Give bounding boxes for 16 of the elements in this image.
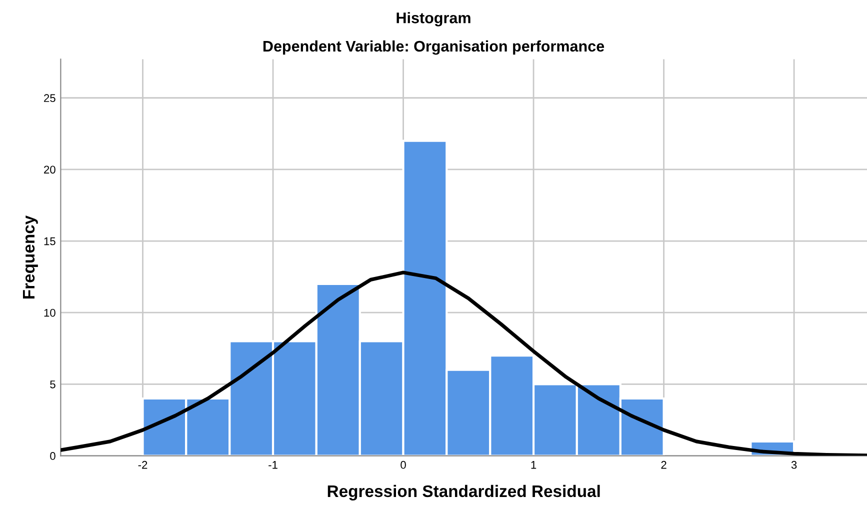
x-tick-label: -1 [268,461,278,469]
chart-title: Histogram [396,12,470,26]
y-tick-label: 10 [44,308,56,317]
y-tick-label: 15 [44,237,56,246]
x-axis-title: Regression Standardized Residual [328,484,600,500]
x-tick-label: 3 [791,460,797,469]
y-tick-label: 5 [50,380,56,388]
x-tick-label: 0 [400,460,406,469]
x-tick-label: 1 [531,461,536,469]
x-tick-label: 2 [661,460,666,469]
y-tick-label: 25 [44,94,56,102]
y-axis-title: Frequency [22,215,38,299]
x-tick-label: -2 [138,460,148,469]
chart-subtitle: Dependent Variable: Organisation performance [263,40,604,55]
y-tick-label: 0 [50,452,56,460]
y-tick-label: 20 [44,166,56,174]
